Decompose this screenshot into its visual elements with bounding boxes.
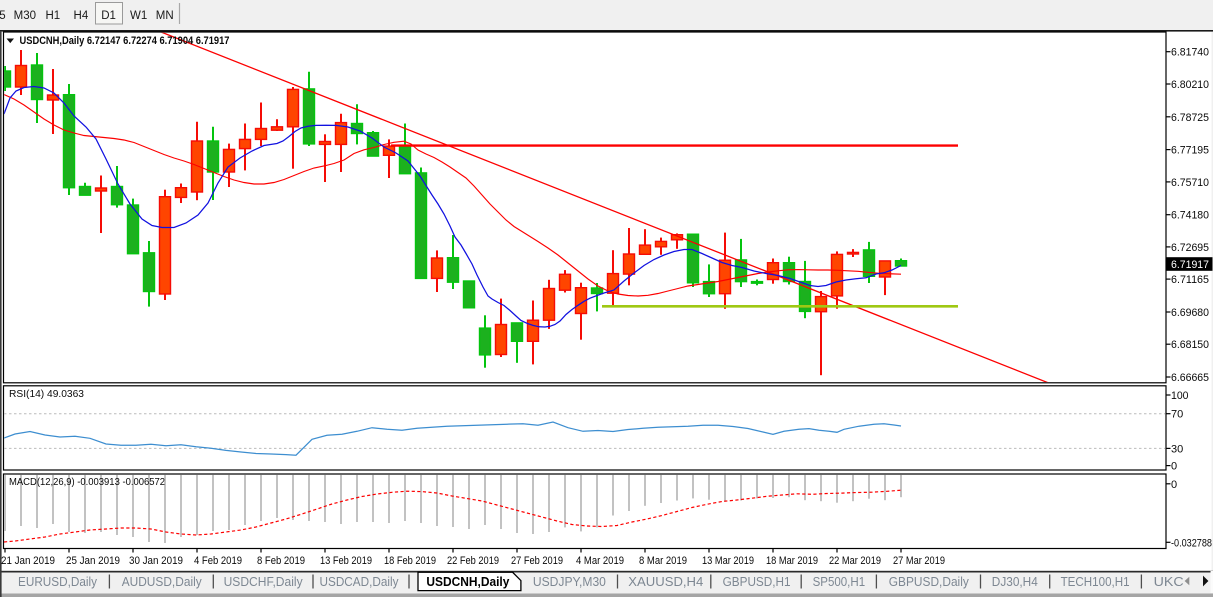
- svg-text:6.74180: 6.74180: [1171, 210, 1209, 222]
- svg-text:6.68150: 6.68150: [1171, 339, 1209, 351]
- svg-text:8 Mar 2019: 8 Mar 2019: [639, 555, 687, 567]
- svg-text:USDJPY,M30: USDJPY,M30: [533, 575, 606, 589]
- svg-text:AUDUSD,Daily: AUDUSD,Daily: [122, 575, 203, 589]
- svg-text:GBPUSD,Daily: GBPUSD,Daily: [889, 575, 970, 589]
- svg-text:UKC: UKC: [1154, 575, 1184, 589]
- svg-text:USDCNH,Daily: USDCNH,Daily: [426, 575, 509, 589]
- svg-text:DJ30,H4: DJ30,H4: [992, 575, 1038, 589]
- svg-text:27 Mar 2019: 27 Mar 2019: [893, 555, 945, 567]
- svg-text:27 Feb 2019: 27 Feb 2019: [511, 555, 563, 567]
- svg-text:6.81740: 6.81740: [1171, 47, 1209, 59]
- svg-text:100: 100: [1171, 390, 1189, 402]
- svg-text:M30: M30: [14, 10, 36, 22]
- svg-text:H4: H4: [74, 10, 89, 22]
- svg-text:RSI(14) 49.0363: RSI(14) 49.0363: [9, 388, 84, 400]
- svg-text:6.72695: 6.72695: [1171, 242, 1209, 254]
- svg-text:-0.032788: -0.032788: [1171, 537, 1212, 549]
- svg-text:18 Feb 2019: 18 Feb 2019: [384, 555, 436, 567]
- svg-text:70: 70: [1171, 409, 1183, 421]
- svg-text:6.78725: 6.78725: [1171, 112, 1209, 124]
- svg-text:21 Jan 2019: 21 Jan 2019: [1, 555, 55, 567]
- svg-text:SP500,H1: SP500,H1: [813, 575, 866, 589]
- svg-text:USDCHF,Daily: USDCHF,Daily: [224, 575, 304, 589]
- svg-text:EURUSD,Daily: EURUSD,Daily: [18, 575, 98, 589]
- svg-text:0: 0: [1171, 479, 1177, 491]
- svg-text:4 Mar 2019: 4 Mar 2019: [576, 555, 624, 567]
- svg-text:6.66665: 6.66665: [1171, 372, 1209, 384]
- svg-text:6.71165: 6.71165: [1171, 274, 1209, 286]
- svg-text:6.75710: 6.75710: [1171, 177, 1209, 189]
- svg-text:8 Feb 2019: 8 Feb 2019: [257, 555, 305, 567]
- svg-text:XAUUSD,H4: XAUUSD,H4: [628, 575, 703, 589]
- svg-text:GBPUSD,H1: GBPUSD,H1: [723, 575, 791, 589]
- svg-text:22 Feb 2019: 22 Feb 2019: [447, 555, 499, 567]
- svg-text:MACD(12,26,9) -0.003913 -0.006: MACD(12,26,9) -0.003913 -0.006572: [9, 476, 165, 488]
- svg-text:H1: H1: [45, 10, 60, 22]
- svg-text:6.77195: 6.77195: [1171, 145, 1209, 157]
- svg-text:0: 0: [1171, 461, 1177, 473]
- svg-text:22 Mar 2019: 22 Mar 2019: [829, 555, 881, 567]
- svg-text:5: 5: [0, 10, 6, 22]
- svg-text:6.80210: 6.80210: [1171, 79, 1209, 91]
- svg-text:13 Mar 2019: 13 Mar 2019: [702, 555, 754, 567]
- svg-text:USDCNH,Daily 6.72147 6.72274: USDCNH,Daily 6.72147 6.72274 6.71904 6.7…: [20, 35, 230, 47]
- svg-text:6.69680: 6.69680: [1171, 307, 1209, 319]
- svg-text:30: 30: [1171, 443, 1183, 455]
- svg-text:13 Feb 2019: 13 Feb 2019: [320, 555, 372, 567]
- svg-text:30 Jan 2019: 30 Jan 2019: [129, 555, 183, 567]
- svg-text:USDCAD,Daily: USDCAD,Daily: [320, 575, 400, 589]
- svg-text:TECH100,H1: TECH100,H1: [1061, 575, 1130, 589]
- svg-text:MN: MN: [156, 10, 174, 22]
- svg-text:D1: D1: [101, 10, 116, 22]
- svg-text:25 Jan 2019: 25 Jan 2019: [66, 555, 120, 567]
- svg-text:18 Mar 2019: 18 Mar 2019: [766, 555, 818, 567]
- svg-text:W1: W1: [130, 10, 147, 22]
- svg-text:4 Feb 2019: 4 Feb 2019: [194, 555, 242, 567]
- svg-text:6.71917: 6.71917: [1171, 259, 1209, 271]
